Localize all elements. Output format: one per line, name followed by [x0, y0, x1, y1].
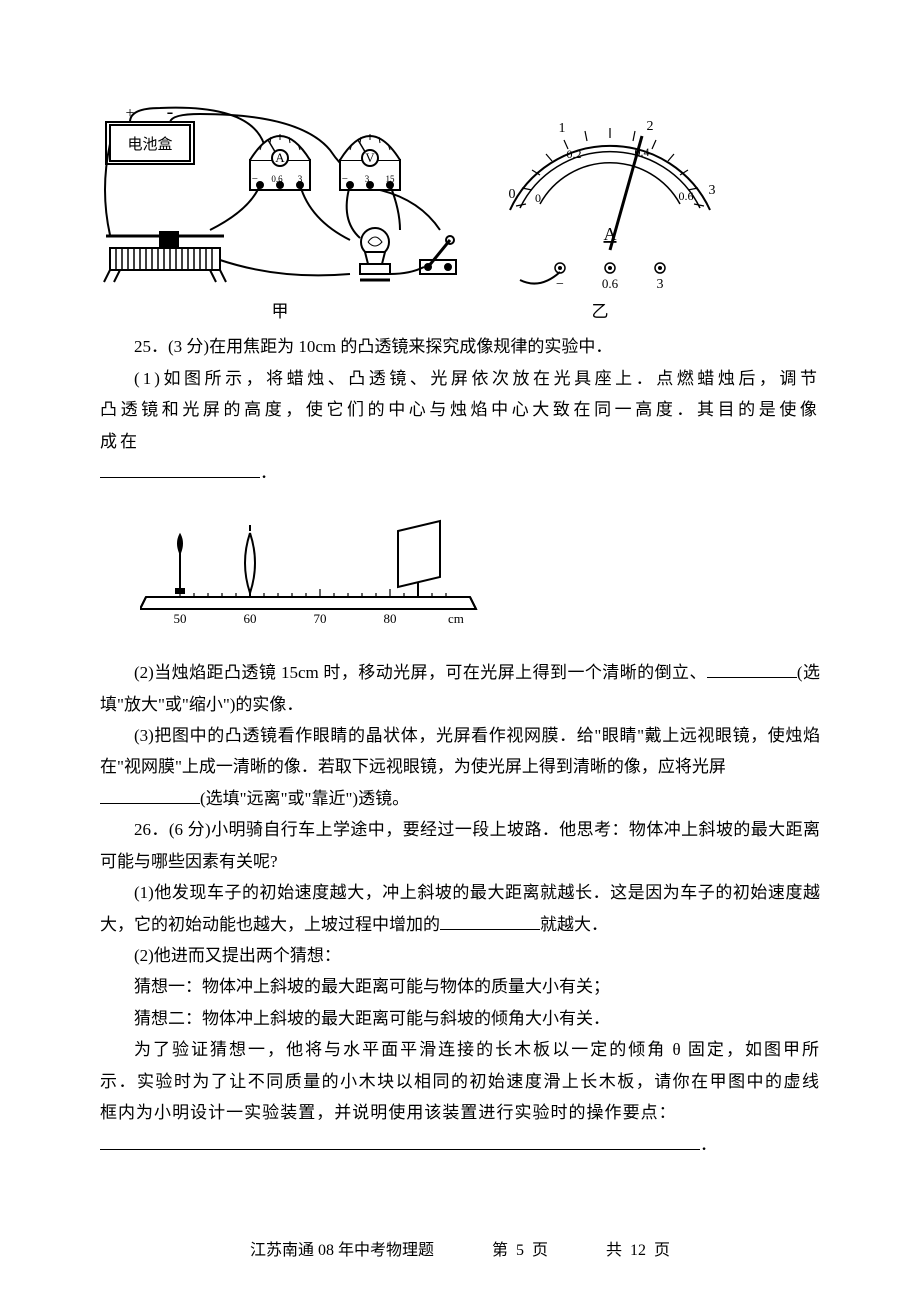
svg-text:3: 3 — [657, 277, 664, 290]
svg-text:50: 50 — [174, 611, 187, 626]
ammeter-letter: A — [275, 150, 285, 165]
svg-text:60: 60 — [244, 611, 257, 626]
meter-reading: 0 1 2 3 0 0.2 0.4 0.6 A − — [490, 100, 730, 290]
caption-left: 甲 — [100, 296, 460, 327]
page-footer: 江苏南通 08 年中考物理题 第 5 页 共 12 页 — [0, 1236, 920, 1260]
q25-part3-hint: (选填"远离"或"靠近")透镜。 — [200, 789, 409, 808]
svg-text:3: 3 — [365, 174, 370, 184]
q26-part1-suffix: 就越大． — [540, 915, 608, 934]
circuit-diagram: 电池盒 + - — [100, 100, 460, 290]
svg-text:−: − — [252, 173, 258, 185]
svg-text:0.6: 0.6 — [271, 174, 283, 184]
svg-text:−: − — [342, 173, 348, 185]
svg-text:15: 15 — [386, 174, 396, 184]
blank-q25-3[interactable] — [100, 786, 200, 804]
candle-icon — [176, 535, 184, 593]
q26-blank-line: ． — [100, 1129, 820, 1160]
blank-q26-2[interactable] — [100, 1132, 700, 1150]
svg-text:80: 80 — [384, 611, 397, 626]
lens-icon — [245, 525, 255, 597]
footer-page-current: 5 — [516, 1242, 524, 1259]
svg-text:1: 1 — [559, 121, 566, 136]
battery-label: 电池盒 — [127, 136, 172, 153]
q26-guess1: 猜想一：物体冲上斜坡的最大距离可能与物体的质量大小有关； — [100, 971, 820, 1002]
footer-left: 江苏南通 08 年中考物理题 — [250, 1242, 434, 1259]
blank-q25-2[interactable] — [707, 660, 797, 678]
svg-text:2: 2 — [647, 119, 654, 134]
q25-part1-blank-line: ． — [100, 457, 820, 488]
blank-q26-1[interactable] — [440, 912, 540, 930]
caption-right: 乙 — [460, 296, 740, 327]
meter-unit: A — [604, 224, 617, 244]
svg-text:70: 70 — [314, 611, 327, 626]
footer-total-prefix: 共 — [606, 1242, 622, 1259]
caption-row: 甲 乙 — [100, 296, 740, 327]
svg-text:−: − — [556, 277, 564, 290]
q26-prefix: 26．(6 分)小明骑自行车上学途中，要经过一段上坡路．他思考：物体冲上斜坡的最… — [100, 814, 820, 877]
svg-text:0.6: 0.6 — [679, 189, 694, 203]
voltmeter-letter: V — [365, 150, 375, 165]
svg-text:0.2: 0.2 — [567, 147, 582, 161]
q26-end: ． — [700, 1135, 717, 1154]
svg-text:3: 3 — [709, 183, 716, 198]
q26-part2-intro: (2)他进而又提出两个猜想： — [100, 940, 820, 971]
q25-prefix: 25．(3 分)在用焦距为 10cm 的凸透镜来探究成像规律的实验中． — [100, 331, 820, 362]
footer-total-suffix: 页 — [654, 1242, 670, 1259]
q26-guess2: 猜想二：物体冲上斜坡的最大距离可能与斜坡的倾角大小有关． — [100, 1003, 820, 1034]
svg-text:cm: cm — [448, 611, 464, 626]
screen-icon — [398, 521, 440, 597]
q25-part2-text: (2)当烛焰距凸透镜 15cm 时，移动光屏，可在光屏上得到一个清晰的倒立、 — [134, 663, 707, 682]
q25-part3: (3)把图中的凸透镜看作眼睛的晶状体，光屏看作视网膜．给"眼睛"戴上远视眼镜，使… — [100, 720, 820, 814]
blank-q25-1[interactable] — [100, 460, 260, 478]
svg-text:3: 3 — [298, 174, 303, 184]
q25-part3-text: (3)把图中的凸透镜看作眼睛的晶状体，光屏看作视网膜．给"眼睛"戴上远视眼镜，使… — [100, 726, 820, 776]
q26-part1: (1)他发现车子的初始速度越大，冲上斜坡的最大距离就越长．这是因为车子的初始速度… — [100, 877, 820, 940]
q26-body: 为了验证猜想一，他将与水平面平滑连接的长木板以一定的倾角 θ 固定，如图甲所示．… — [100, 1034, 820, 1128]
q25-part1: (1)如图所示，将蜡烛、凸透镜、光屏依次放在光具座上．点燃蜡烛后，调节凸透镜和光… — [100, 363, 820, 457]
footer-page-prefix: 第 — [492, 1242, 508, 1259]
svg-text:0: 0 — [509, 187, 516, 202]
svg-text:0: 0 — [535, 191, 541, 205]
figure-row: 电池盒 + - — [100, 100, 820, 290]
q25-part1-end: ． — [260, 463, 277, 482]
q25-part1-text: (1)如图所示，将蜡烛、凸透镜、光屏依次放在光具座上．点燃蜡烛后，调节凸透镜和光… — [100, 369, 820, 451]
footer-page-total: 12 — [630, 1242, 646, 1259]
footer-page-mid: 页 — [532, 1242, 548, 1259]
q25-part2: (2)当烛焰距凸透镜 15cm 时，移动光屏，可在光屏上得到一个清晰的倒立、(选… — [100, 657, 820, 720]
svg-text:0.6: 0.6 — [602, 276, 619, 290]
optical-bench-figure: 50 60 70 80 cm — [140, 503, 820, 643]
